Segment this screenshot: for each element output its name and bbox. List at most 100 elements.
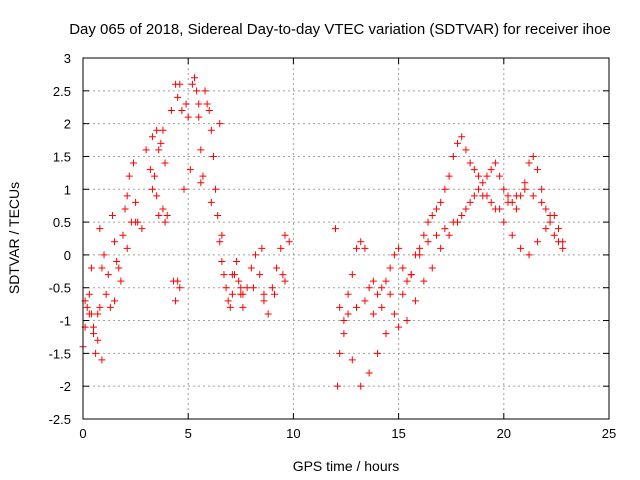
data-point: [108, 212, 116, 220]
data-point: [395, 323, 403, 331]
data-point: [525, 251, 533, 259]
data-point: [87, 264, 95, 272]
data-point: [163, 212, 171, 220]
y-tick-label: 1: [64, 182, 71, 197]
plot-frame: [82, 57, 610, 420]
data-point: [525, 159, 533, 167]
data-point: [239, 303, 247, 311]
y-tick-label: 2: [64, 117, 71, 132]
data-point: [512, 192, 520, 200]
data-point: [466, 198, 474, 206]
y-tick-label: -0.5: [49, 281, 71, 296]
data-point: [470, 192, 478, 200]
data-point: [462, 146, 470, 154]
data-point: [148, 133, 156, 141]
data-point: [191, 74, 199, 82]
data-point: [260, 297, 268, 305]
data-point: [483, 172, 491, 180]
data-point: [203, 100, 211, 108]
chart-title: Day 065 of 2018, Sidereal Day-to-day VTE…: [69, 21, 611, 38]
grid-lines: [83, 58, 609, 419]
data-point: [470, 166, 478, 174]
data-point: [390, 310, 398, 318]
y-tick-label: 2.5: [53, 84, 71, 99]
y-tick-label: 0: [64, 248, 71, 263]
data-point: [483, 192, 491, 200]
data-point: [222, 284, 230, 292]
data-point: [98, 356, 106, 364]
data-point: [279, 271, 287, 279]
data-point: [195, 113, 203, 121]
data-point: [390, 251, 398, 259]
data-point: [420, 277, 428, 285]
data-point: [96, 303, 104, 311]
data-point: [378, 284, 386, 292]
data-point: [334, 382, 342, 390]
data-point: [129, 159, 137, 167]
data-point: [331, 225, 339, 233]
data-point: [449, 152, 457, 160]
data-point: [411, 297, 419, 305]
data-point: [285, 238, 293, 246]
data-point: [146, 166, 154, 174]
data-point: [260, 290, 268, 298]
data-point: [216, 238, 224, 246]
data-point: [132, 198, 140, 206]
data-point: [249, 284, 257, 292]
data-point: [161, 218, 169, 226]
data-point: [416, 251, 424, 259]
data-point: [432, 205, 440, 213]
data-point: [550, 212, 558, 220]
y-tick-label: 3: [64, 51, 71, 66]
data-point: [378, 303, 386, 311]
data-point: [201, 87, 209, 95]
data-point: [172, 297, 180, 305]
data-point: [153, 192, 161, 200]
data-point: [178, 107, 186, 115]
data-point: [264, 310, 272, 318]
data-point: [491, 159, 499, 167]
data-point: [174, 93, 182, 101]
data-point: [521, 179, 529, 187]
data-point: [167, 107, 175, 115]
data-point: [127, 218, 135, 226]
data-point: [344, 290, 352, 298]
data-point: [224, 297, 232, 305]
data-point: [399, 264, 407, 272]
x-tick-label: 0: [79, 426, 86, 441]
data-point: [475, 185, 483, 193]
x-axis-ticks: 0 5 10 15 20 25: [79, 58, 616, 441]
data-point: [256, 271, 264, 279]
data-point: [176, 80, 184, 88]
data-point: [111, 238, 119, 246]
data-point: [487, 166, 495, 174]
data-point: [281, 277, 289, 285]
data-point: [449, 218, 457, 226]
data-point: [209, 152, 217, 160]
data-point: [382, 330, 390, 338]
x-tick-label: 15: [391, 426, 405, 441]
data-point: [268, 284, 276, 292]
x-tick-label: 25: [602, 426, 616, 441]
y-tick-label: -1: [59, 314, 71, 329]
data-point: [193, 87, 201, 95]
data-point: [533, 166, 541, 174]
y-tick-label: -2: [59, 379, 71, 394]
data-point: [235, 277, 243, 285]
data-point: [161, 159, 169, 167]
data-point: [529, 152, 537, 160]
x-tick-label: 5: [185, 426, 192, 441]
data-point: [195, 100, 203, 108]
data-point: [148, 185, 156, 193]
data-point: [180, 185, 188, 193]
data-point: [90, 330, 98, 338]
data-point: [500, 218, 508, 226]
data-point: [98, 264, 106, 272]
data-point: [496, 172, 504, 180]
data-point: [386, 264, 394, 272]
data-point: [153, 126, 161, 134]
data-point: [117, 277, 125, 285]
x-axis-label: GPS time / hours: [293, 458, 400, 474]
data-point: [123, 244, 131, 252]
data-point: [365, 369, 373, 377]
